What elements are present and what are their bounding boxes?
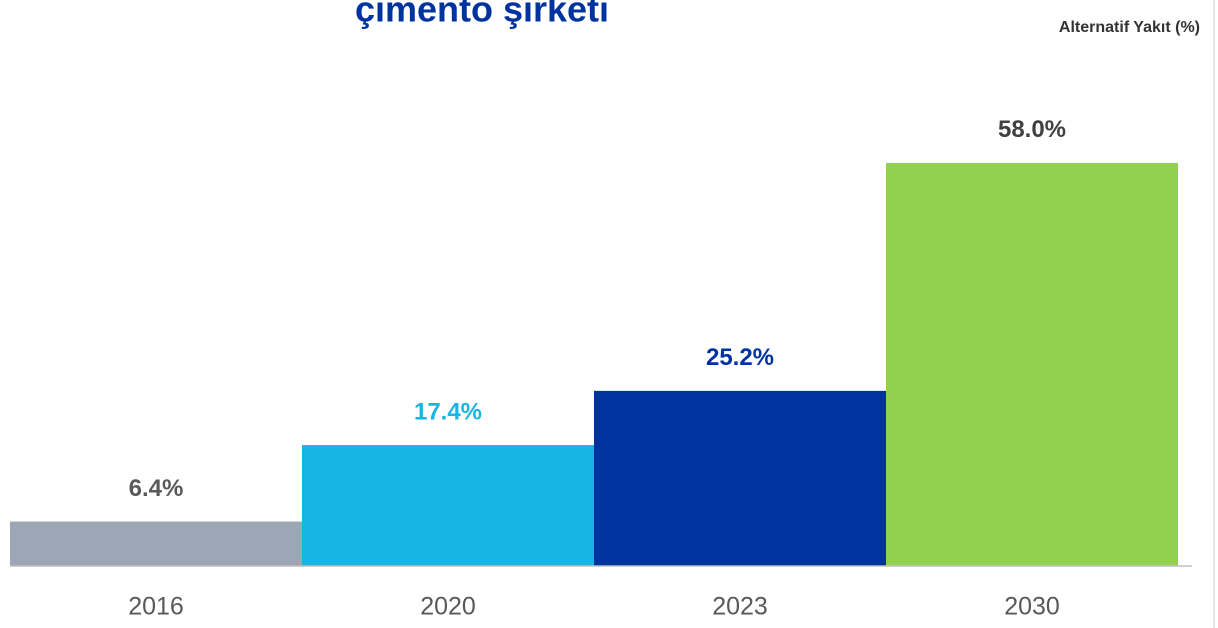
x-tick-label: 2020 bbox=[420, 593, 476, 621]
x-tick-label: 2030 bbox=[1004, 593, 1060, 621]
bar bbox=[10, 521, 302, 566]
value-label: 58.0% bbox=[998, 116, 1066, 143]
bar bbox=[886, 162, 1178, 566]
bar bbox=[594, 390, 886, 566]
x-tick-label: 2016 bbox=[128, 593, 184, 621]
value-label: 25.2% bbox=[706, 344, 774, 371]
value-label: 17.4% bbox=[414, 398, 482, 425]
chart-title: çimento şirketi bbox=[355, 0, 609, 30]
chart-subtitle: Alternatif Yakıt (%) bbox=[1059, 19, 1200, 36]
x-tick-label: 2023 bbox=[712, 593, 768, 621]
bar bbox=[302, 445, 594, 566]
value-label: 6.4% bbox=[129, 475, 184, 502]
